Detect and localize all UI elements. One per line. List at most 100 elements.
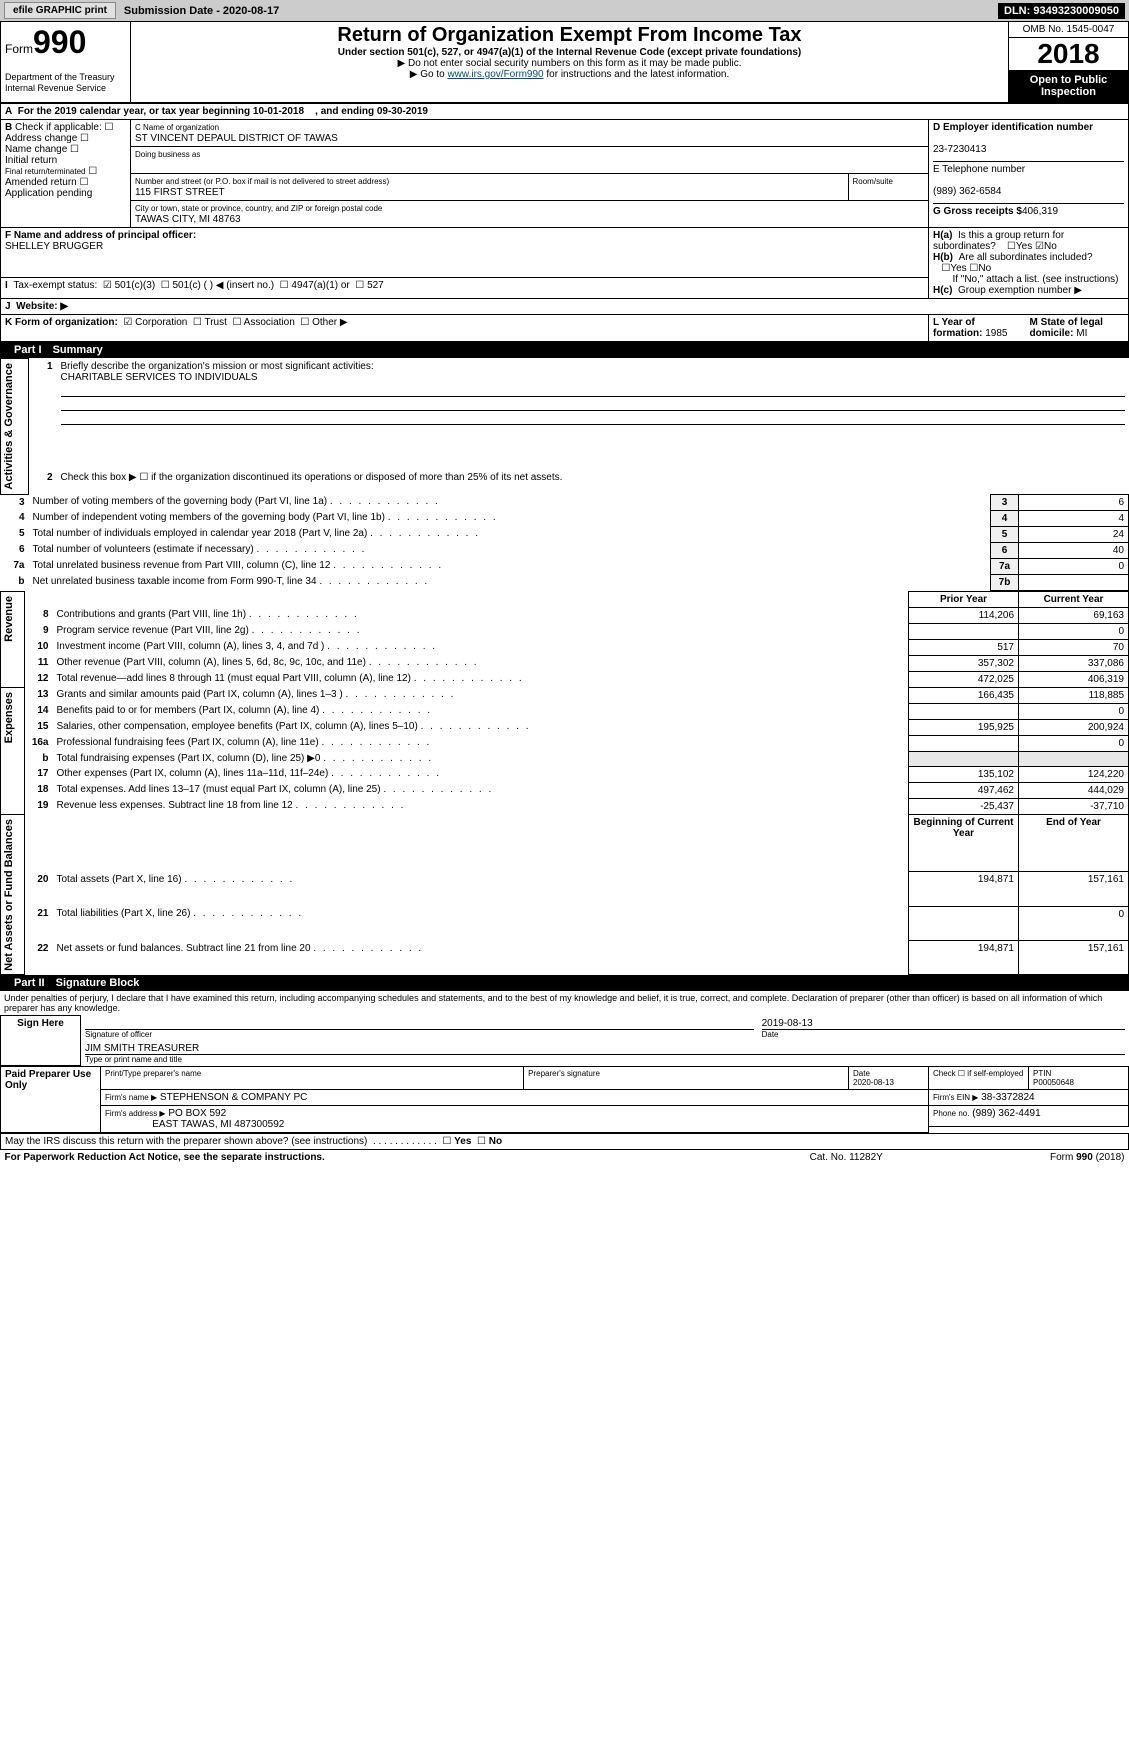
firm-ein-cell: Firm's EIN ▶ 38-3372824 xyxy=(929,1090,1129,1106)
i-label: Tax-exempt status: xyxy=(13,280,97,291)
firm-ein: 38-3372824 xyxy=(981,1092,1034,1103)
section-c-name: C Name of organization ST VINCENT DEPAUL… xyxy=(131,120,929,147)
perjury-text: Under penalties of perjury, I declare th… xyxy=(0,991,1129,1015)
open-public: Open to Public Inspection xyxy=(1009,70,1128,102)
top-bar: efile GRAPHIC print Submission Date - 20… xyxy=(0,0,1129,21)
form-footer: Form 990 (2018) xyxy=(939,1150,1128,1166)
sig-officer-label: Signature of officer xyxy=(85,1029,754,1039)
k-opt[interactable]: Other ▶ xyxy=(312,317,347,328)
line1-cell: Briefly describe the organization's miss… xyxy=(57,359,1129,470)
addr-label: Number and street (or P.O. box if mail i… xyxy=(135,177,389,186)
sign-here-label: Sign Here xyxy=(1,1016,81,1066)
line-num: 1 xyxy=(29,359,57,470)
form-number: 990 xyxy=(33,24,86,60)
ptin-cell: PTINP00050648 xyxy=(1029,1067,1129,1090)
self-employed-cell: Check ☐ if self-employed xyxy=(929,1067,1029,1090)
no-label[interactable]: No xyxy=(489,1136,502,1147)
name-title-cell: JIM SMITH TREASURER Type or print name a… xyxy=(81,1041,1129,1066)
i-opt3[interactable]: 4947(a)(1) or xyxy=(291,280,349,291)
section-j: J Website: ▶ xyxy=(1,299,1129,315)
paid-preparer-label: Paid Preparer Use Only xyxy=(1,1067,101,1133)
part2-header: Part II Signature Block xyxy=(0,975,1129,991)
dba-label: Doing business as xyxy=(135,150,200,159)
signature-table: Sign Here Signature of officer 2019-08-1… xyxy=(0,1015,1129,1066)
irs-link[interactable]: www.irs.gov/Form990 xyxy=(447,69,543,80)
b-opt[interactable]: Name change xyxy=(5,144,67,155)
c-name-label: C Name of organization xyxy=(135,123,219,132)
m-label: M State of legal domicile: xyxy=(1030,317,1103,339)
subtitle: Under section 501(c), 527, or 4947(a)(1)… xyxy=(135,47,1004,58)
city-label: City or town, state or province, country… xyxy=(135,204,382,213)
tax-year: 2018 xyxy=(1009,38,1128,70)
section-d-e-g: D Employer identification number 23-7230… xyxy=(929,120,1129,228)
part1-table: Activities & Governance 1 Briefly descri… xyxy=(0,358,1129,591)
part2-label: Part II xyxy=(6,975,53,991)
org-name: ST VINCENT DEPAUL DISTRICT OF TAWAS xyxy=(135,133,338,144)
form-header-table: Form990 Department of the TreasuryIntern… xyxy=(0,21,1129,103)
gov-label-cell: Activities & Governance xyxy=(1,359,29,495)
note2-pre: ▶ Go to xyxy=(410,69,448,80)
k-label: K Form of organization: xyxy=(5,317,118,328)
prep-name-label: Print/Type preparer's name xyxy=(101,1067,524,1090)
section-b: B Check if applicable: ☐ Address change … xyxy=(1,120,131,228)
line-a-text: For the 2019 calendar year, or tax year … xyxy=(18,106,304,117)
title-cell: Return of Organization Exempt From Incom… xyxy=(131,22,1009,103)
part1-title: Summary xyxy=(53,344,103,356)
k-opt[interactable]: Association xyxy=(244,317,295,328)
b-label: Check if applicable: xyxy=(15,122,102,133)
line-a-ending: , and ending 09-30-2019 xyxy=(315,106,428,117)
i-opt1[interactable]: 501(c)(3) xyxy=(115,280,156,291)
hb-text: Are all subordinates included? xyxy=(959,252,1093,263)
part1-label: Part I xyxy=(6,342,50,358)
prep-date-cell: Date2020-08-13 xyxy=(849,1067,929,1090)
firm-phone-cell: Phone no. (989) 362-4491 xyxy=(929,1106,1129,1127)
i-opt4[interactable]: 527 xyxy=(367,280,384,291)
footer-table: May the IRS discuss this return with the… xyxy=(0,1133,1129,1165)
b-opt[interactable]: Application pending xyxy=(5,188,92,199)
firm-addr2: EAST TAWAS, MI 487300592 xyxy=(152,1119,284,1130)
firm-name: STEPHENSON & COMPANY PC xyxy=(160,1092,307,1103)
gov-vert-label: Activities & Governance xyxy=(1,359,17,494)
section-a-table: A For the 2019 calendar year, or tax yea… xyxy=(0,103,1129,342)
section-l-m: L Year of formation: 1985 M State of leg… xyxy=(929,315,1129,342)
prep-date: 2020-08-13 xyxy=(853,1078,894,1087)
section-h: H(a) Is this a group return for subordin… xyxy=(929,228,1129,299)
year-cell: OMB No. 1545-0047 2018 Open to Public In… xyxy=(1009,22,1129,103)
line2: Check this box ▶ ☐ if the organization d… xyxy=(57,470,1129,495)
mission-text: CHARITABLE SERVICES TO INDIVIDUALS xyxy=(61,372,258,383)
addr-cell: Number and street (or P.O. box if mail i… xyxy=(131,174,929,201)
discuss-cell: May the IRS discuss this return with the… xyxy=(1,1134,1129,1150)
b-opt[interactable]: Initial return xyxy=(5,155,57,166)
section-f: F Name and address of principal officer:… xyxy=(1,228,929,278)
l-label: L Year of formation: xyxy=(933,317,982,339)
form-number-cell: Form990 Department of the TreasuryIntern… xyxy=(1,22,131,103)
m-value: MI xyxy=(1076,328,1087,339)
b-opt[interactable]: Address change xyxy=(5,133,77,144)
hb-note: If "No," attach a list. (see instruction… xyxy=(952,274,1118,285)
sig-date-cell: 2019-08-13Date xyxy=(758,1016,1129,1041)
part2-title: Signature Block xyxy=(56,977,140,989)
i-opt2[interactable]: 501(c) ( ) ◀ (insert no.) xyxy=(172,280,274,291)
d-label: D Employer identification number xyxy=(933,122,1093,133)
k-opt[interactable]: Trust xyxy=(204,317,226,328)
yes-label[interactable]: Yes xyxy=(454,1136,471,1147)
efile-button[interactable]: efile GRAPHIC print xyxy=(4,2,116,19)
sig-date: 2019-08-13 xyxy=(762,1018,813,1029)
yes-label: Yes xyxy=(1016,241,1032,252)
officer-name-title: JIM SMITH TREASURER xyxy=(85,1043,199,1054)
b-opt[interactable]: Final return/terminated xyxy=(5,167,85,176)
b-opt[interactable]: Amended return xyxy=(5,177,77,188)
note1: ▶ Do not enter social security numbers o… xyxy=(135,58,1004,69)
part1-header: Part I Summary xyxy=(0,342,1129,358)
section-k: K Form of organization: ☑ Corporation ☐ … xyxy=(1,315,929,342)
omb-number: OMB No. 1545-0047 xyxy=(1009,22,1128,38)
sig-officer-cell: Signature of officer xyxy=(81,1016,758,1041)
paperwork-notice: For Paperwork Reduction Act Notice, see … xyxy=(1,1150,754,1166)
name-title-label: Type or print name and title xyxy=(85,1054,1125,1064)
l-value: 1985 xyxy=(985,328,1007,339)
discuss-text: May the IRS discuss this return with the… xyxy=(5,1136,367,1147)
note2: ▶ Go to www.irs.gov/Form990 for instruct… xyxy=(135,69,1004,80)
cat-no: Cat. No. 11282Y xyxy=(753,1150,939,1166)
main-title: Return of Organization Exempt From Incom… xyxy=(135,24,1004,47)
k-opt[interactable]: Corporation xyxy=(135,317,187,328)
